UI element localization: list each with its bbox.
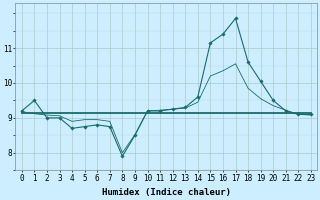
X-axis label: Humidex (Indice chaleur): Humidex (Indice chaleur): [102, 188, 231, 197]
